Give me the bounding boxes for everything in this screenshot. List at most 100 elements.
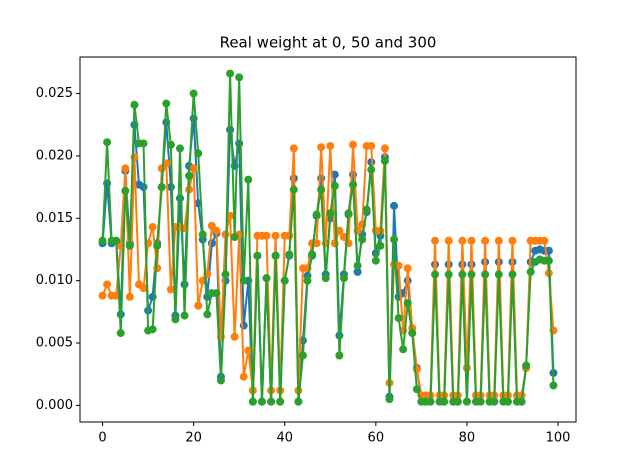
point [230,332,239,341]
plot-frame [79,56,577,423]
point [353,267,362,276]
point [194,149,203,158]
point [330,239,339,248]
point [349,170,358,179]
point [98,236,107,245]
point [467,270,476,279]
point [253,251,262,260]
point [399,345,408,354]
point [444,236,453,245]
point [244,175,253,184]
point [230,233,239,242]
point [544,256,553,265]
point [226,125,235,134]
point [226,69,235,78]
point [358,235,367,244]
point [390,235,399,244]
point [298,351,307,360]
point [540,236,549,245]
point [349,180,358,189]
point [494,236,503,245]
point [175,144,184,153]
point [362,205,371,214]
point [203,310,212,319]
point [481,270,490,279]
point [380,144,389,153]
y-tick-label: 0.005 [36,336,73,351]
point [339,274,348,283]
point [426,397,435,406]
point [239,372,248,381]
point [385,395,394,404]
point [285,231,294,240]
point [376,241,385,250]
point [175,194,184,203]
point [285,250,294,259]
point [503,397,512,406]
y-tick-label: 0.000 [36,398,73,413]
point [153,264,162,273]
point [303,276,312,285]
point [444,270,453,279]
point [189,164,198,173]
point [508,270,517,279]
point [271,251,280,260]
point [235,73,244,82]
point [121,186,130,195]
point [335,351,344,360]
point [121,164,130,173]
point [326,209,335,218]
point [276,397,285,406]
point [98,291,107,300]
point [103,138,112,147]
x-tick-label: 80 [459,431,476,446]
point [289,185,298,194]
point [494,270,503,279]
point [453,397,462,406]
y-tick-label: 0.020 [36,148,73,163]
point [239,276,248,285]
point [522,361,531,370]
point [125,241,134,250]
point [458,236,467,245]
point [549,381,558,390]
point [335,226,344,235]
point [221,270,230,279]
x-tick-label: 20 [185,431,202,446]
point [103,280,112,289]
point [262,274,271,283]
point [367,141,376,150]
point [367,165,376,174]
point [171,315,180,324]
point [408,329,417,338]
point [312,239,321,248]
point [517,397,526,406]
point [216,376,225,385]
point [403,264,412,273]
point [226,211,235,220]
point [481,236,490,245]
point [157,183,166,192]
point [317,185,326,194]
point [194,301,203,310]
point [239,321,248,330]
point [198,230,207,239]
point [166,140,175,149]
point [180,311,189,320]
point [289,144,298,153]
point [412,385,421,394]
point [189,89,198,98]
point [344,209,353,218]
point [271,231,280,240]
y-tick-label: 0.010 [36,273,73,288]
point [349,140,358,149]
point [330,170,339,179]
x-tick-label: 40 [276,431,293,446]
y-tick-label: 0.025 [36,86,73,101]
point [380,156,389,165]
point [321,274,330,283]
point [130,153,139,162]
point [244,346,253,355]
